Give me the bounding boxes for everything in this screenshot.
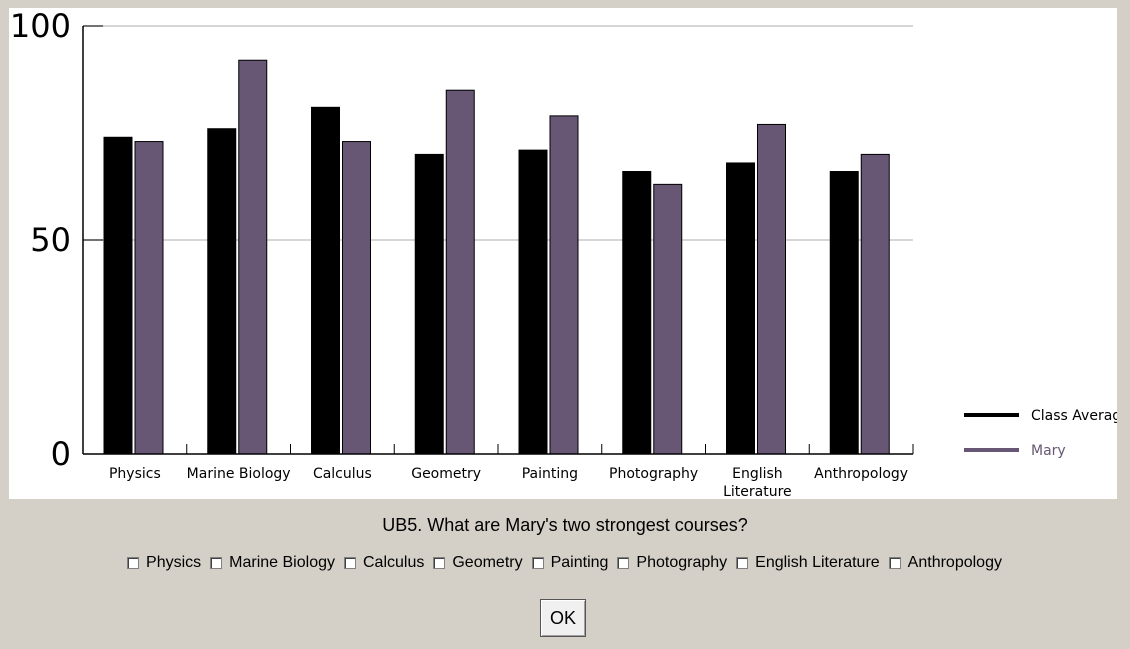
option-english-literature[interactable]: English Literature [736,554,880,572]
checkbox[interactable] [127,557,140,569]
y-tick-label: 100 [10,8,71,45]
chart-panel: 0 50 100 Physics Marine Biology Calculus Geome… [9,8,1117,499]
option-label: English Literature [755,554,880,571]
x-tick-label: English Literature [723,466,792,499]
x-tick-label: Physics [109,466,161,482]
option-label: Painting [550,554,609,571]
bar-class-average [103,136,133,455]
x-tick-label: Marine Biology [187,466,291,482]
checkbox[interactable] [617,557,630,569]
legend-label: Class Average [1031,408,1117,424]
bar-mary [757,123,786,455]
option-physics[interactable]: Physics [127,554,201,572]
bar-class-average [726,162,755,455]
option-calculus[interactable]: Calculus [343,554,425,572]
bar-class-average [207,128,237,455]
bar-class-average [829,171,859,455]
bar-mary [238,59,268,455]
bar-mary [860,153,890,455]
option-label: Geometry [452,554,523,571]
checkbox[interactable] [736,557,749,569]
checkbox[interactable] [888,557,901,569]
checkbox[interactable] [210,557,223,569]
x-tick-label-line: Calculus [313,466,372,482]
x-tick-label-line: Literature [723,484,792,499]
x-tick-label-line: Marine Biology [187,466,291,482]
x-tick-label-line: Geometry [411,466,481,482]
checkbox[interactable] [433,557,446,569]
ok-button[interactable]: OK [540,599,586,637]
x-tick-label: Anthropology [814,466,908,482]
x-tick-label: Photography [609,466,698,482]
option-geometry[interactable]: Geometry [433,554,523,572]
checkbox[interactable] [343,557,356,569]
y-tick-label: 0 [51,435,71,473]
bar-class-average [311,106,340,455]
x-tick-label: Painting [522,466,578,482]
x-tick-label-line: Anthropology [814,466,908,482]
bar-mary [445,89,475,455]
bar-chart: 0 50 100 Physics Marine Biology Calculus Geome… [10,8,1117,499]
legend-label: Mary [1031,443,1066,459]
checkbox[interactable] [531,557,544,569]
bar-class-average [414,153,444,455]
x-tick-label-line: Photography [609,466,698,482]
option-anthropology[interactable]: Anthropology [888,554,1002,572]
bar-class-average [518,149,548,455]
option-label: Calculus [362,554,425,571]
x-tick-label-line: English [732,466,783,482]
option-marine-biology[interactable]: Marine Biology [210,554,335,572]
x-tick-label: Geometry [411,466,481,482]
question-text: UB5. What are Mary's two strongest cours… [382,515,748,535]
option-photography[interactable]: Photography [617,554,727,572]
option-label: Physics [146,554,202,571]
bar-mary [134,141,164,455]
option-painting[interactable]: Painting [531,554,609,572]
option-label: Anthropology [907,554,1002,571]
bar-mary [342,141,371,455]
y-tick-label: 50 [30,221,71,259]
answer-options: Physics Marine Biology Calculus Geometry Pai… [0,554,1130,572]
bar-mary [653,183,683,455]
x-tick-label-line: Painting [522,466,578,482]
bar-class-average [622,171,652,455]
bar-mary [549,115,579,455]
x-tick-label-line: Physics [109,466,161,482]
x-tick-label: Calculus [313,466,372,482]
option-label: Photography [636,554,728,571]
option-label: Marine Biology [229,554,335,571]
